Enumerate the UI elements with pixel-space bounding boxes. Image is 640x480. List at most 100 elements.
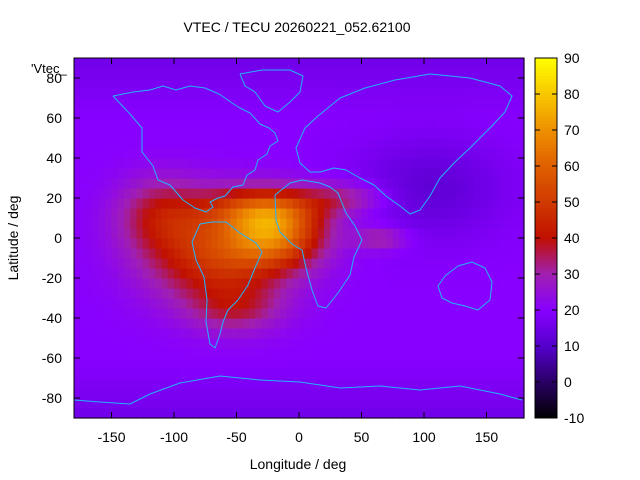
heatmap-cell	[192, 218, 200, 229]
heatmap-cell	[386, 278, 394, 289]
heatmap-cell	[455, 208, 463, 219]
heatmap-cell	[417, 318, 425, 329]
heatmap-cell	[230, 308, 238, 319]
heatmap-cell	[374, 298, 381, 309]
heatmap-cell	[442, 388, 450, 399]
heatmap-cell	[280, 298, 288, 309]
heatmap-cell	[392, 408, 400, 419]
heatmap-cell	[92, 378, 100, 389]
heatmap-cell	[242, 78, 250, 89]
heatmap-cell	[449, 358, 456, 369]
heatmap-cell	[361, 328, 369, 339]
heatmap-cell	[117, 308, 125, 319]
heatmap-cell	[436, 98, 444, 109]
heatmap-cell	[274, 298, 281, 309]
heatmap-cell	[424, 78, 431, 89]
heatmap-cell	[224, 128, 231, 139]
heatmap-cell	[436, 378, 444, 389]
heatmap-cell	[167, 208, 175, 219]
heatmap-cell	[380, 68, 388, 79]
colorbar-segment	[535, 187, 557, 191]
heatmap-cell	[517, 188, 525, 199]
heatmap-cell	[324, 68, 331, 79]
heatmap-cell	[461, 158, 469, 169]
heatmap-cell	[436, 398, 444, 409]
heatmap-cell	[167, 138, 175, 149]
colorbar-segment	[535, 247, 557, 251]
heatmap-cell	[242, 368, 250, 379]
heatmap-cell	[136, 148, 144, 159]
heatmap-cell	[149, 148, 156, 159]
heatmap-cell	[324, 128, 331, 139]
heatmap-cell	[167, 128, 175, 139]
heatmap-cell	[449, 108, 456, 119]
heatmap-cell	[330, 78, 338, 89]
heatmap-cell	[392, 328, 400, 339]
heatmap-cell	[80, 388, 88, 399]
heatmap-cell	[224, 238, 231, 249]
heatmap-cell	[342, 138, 350, 149]
heatmap-cell	[424, 188, 431, 199]
heatmap-cell	[299, 88, 306, 99]
heatmap-cell	[199, 378, 206, 389]
heatmap-cell	[505, 228, 513, 239]
heatmap-cell	[186, 78, 194, 89]
heatmap-cell	[224, 258, 231, 269]
heatmap-cell	[361, 218, 369, 229]
heatmap-cell	[124, 118, 131, 129]
heatmap-cell	[317, 158, 325, 169]
heatmap-cell	[349, 138, 356, 149]
heatmap-cell	[405, 238, 413, 249]
heatmap-cell	[486, 128, 494, 139]
heatmap-cell	[224, 388, 231, 399]
colorbar-segment	[535, 130, 557, 134]
heatmap-cell	[380, 308, 388, 319]
heatmap-cell	[399, 208, 406, 219]
heatmap-cell	[330, 338, 338, 349]
heatmap-cell	[417, 198, 425, 209]
heatmap-cell	[380, 238, 388, 249]
heatmap-cell	[324, 198, 331, 209]
heatmap-cell	[142, 228, 150, 239]
heatmap-cell	[99, 88, 106, 99]
heatmap-cell	[105, 298, 113, 309]
heatmap-cell	[161, 138, 169, 149]
colorbar-segment	[535, 154, 557, 158]
heatmap-cell	[136, 318, 144, 329]
heatmap-cell	[342, 398, 350, 409]
heatmap-cell	[99, 148, 106, 159]
heatmap-cell	[480, 288, 488, 299]
heatmap-cell	[517, 348, 525, 359]
heatmap-cell	[424, 408, 431, 419]
heatmap-cell	[342, 238, 350, 249]
heatmap-cell	[317, 78, 325, 89]
heatmap-cell	[230, 68, 238, 79]
heatmap-cell	[105, 128, 113, 139]
heatmap-cell	[74, 358, 81, 369]
heatmap-cell	[330, 268, 338, 279]
heatmap-cell	[299, 338, 306, 349]
heatmap-cell	[467, 328, 475, 339]
heatmap-cell	[205, 408, 213, 419]
heatmap-cell	[292, 348, 300, 359]
heatmap-cell	[392, 288, 400, 299]
heatmap-cell	[342, 258, 350, 269]
heatmap-cell	[249, 408, 256, 419]
heatmap-cell	[267, 388, 275, 399]
heatmap-cell	[342, 108, 350, 119]
heatmap-cell	[355, 108, 363, 119]
colorbar-segment	[535, 172, 557, 176]
heatmap-cell	[436, 328, 444, 339]
heatmap-cell	[374, 368, 381, 379]
heatmap-cell	[511, 88, 519, 99]
heatmap-cell	[317, 238, 325, 249]
heatmap-cell	[105, 378, 113, 389]
heatmap-cell	[511, 168, 519, 179]
heatmap-cell	[374, 238, 381, 249]
heatmap-cell	[186, 98, 194, 109]
heatmap-cell	[199, 128, 206, 139]
heatmap-cell	[461, 408, 469, 419]
heatmap-cell	[461, 178, 469, 189]
heatmap-cell	[186, 228, 194, 239]
heatmap-cell	[174, 228, 181, 239]
